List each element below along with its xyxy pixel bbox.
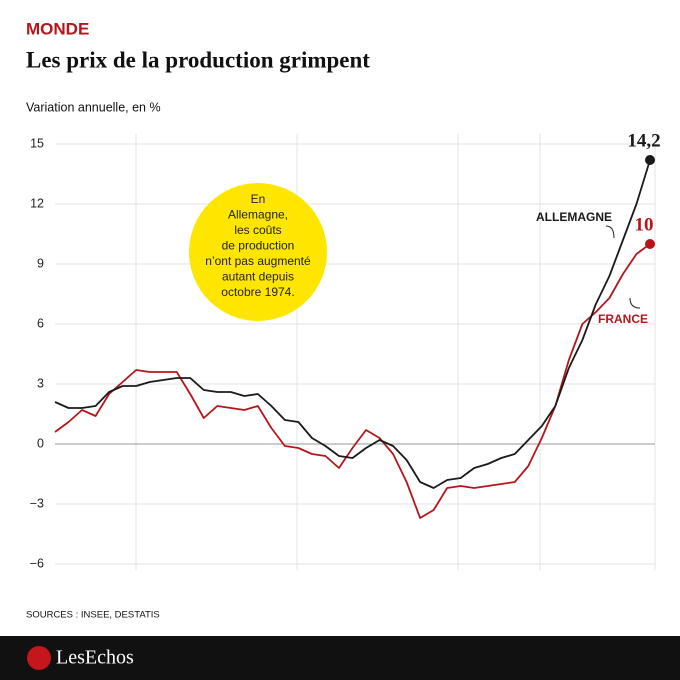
end-dot <box>645 155 655 165</box>
value-label: 10 <box>635 214 654 235</box>
series-label: ALLEMAGNE <box>536 210 612 224</box>
annotation-line: Allemagne, <box>228 208 288 222</box>
footer-bar <box>0 636 680 680</box>
series-line <box>54 159 651 489</box>
series-label: FRANCE <box>598 312 648 326</box>
annotation-line: de production <box>222 239 295 253</box>
annotation-line: octobre 1974. <box>221 285 294 299</box>
y-tick-label: 9 <box>37 256 44 270</box>
chart-title: Les prix de la production grimpent <box>26 47 370 72</box>
brand: LesEchos <box>56 647 134 669</box>
label-pointer <box>605 225 615 239</box>
series-line <box>54 243 651 519</box>
y-tick-label: 6 <box>37 316 44 330</box>
label-pointer <box>629 297 641 309</box>
annotation-bubble <box>189 183 327 321</box>
logo-icon <box>27 646 51 670</box>
y-tick-label: 3 <box>37 376 44 390</box>
end-dot <box>645 239 655 249</box>
kicker: MONDE <box>26 19 89 38</box>
annotation-line: En <box>251 192 266 206</box>
y-tick-label: 0 <box>37 436 44 450</box>
y-tick-label: −6 <box>30 556 44 570</box>
annotation-line: autant depuis <box>222 270 294 284</box>
subtitle: Variation annuelle, en % <box>26 100 161 114</box>
annotation-line: n’ont pas augmenté <box>205 254 311 268</box>
annotation-line: les coûts <box>234 223 281 237</box>
y-tick-label: 12 <box>30 196 44 210</box>
y-tick-label: −3 <box>30 496 44 510</box>
y-tick-label: 15 <box>30 136 44 150</box>
value-label: 14,2 <box>627 130 660 151</box>
source: SOURCES : INSEE, DESTATIS <box>26 610 160 621</box>
